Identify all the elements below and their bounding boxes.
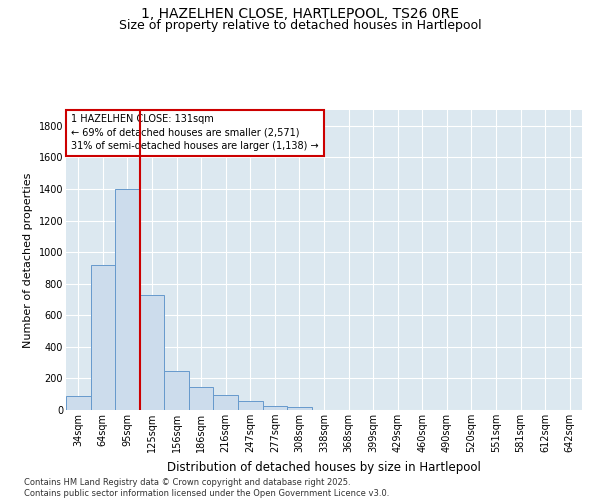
Text: 1 HAZELHEN CLOSE: 131sqm
← 69% of detached houses are smaller (2,571)
31% of sem: 1 HAZELHEN CLOSE: 131sqm ← 69% of detach… bbox=[71, 114, 319, 151]
Bar bbox=[140, 294, 164, 410]
Bar bbox=[263, 406, 287, 410]
Bar bbox=[115, 189, 140, 410]
Y-axis label: Number of detached properties: Number of detached properties bbox=[23, 172, 33, 348]
Bar bbox=[66, 396, 91, 410]
Text: 1, HAZELHEN CLOSE, HARTLEPOOL, TS26 0RE: 1, HAZELHEN CLOSE, HARTLEPOOL, TS26 0RE bbox=[141, 8, 459, 22]
Bar bbox=[214, 396, 238, 410]
X-axis label: Distribution of detached houses by size in Hartlepool: Distribution of detached houses by size … bbox=[167, 460, 481, 473]
Bar bbox=[164, 370, 189, 410]
Bar bbox=[189, 387, 214, 410]
Text: Size of property relative to detached houses in Hartlepool: Size of property relative to detached ho… bbox=[119, 19, 481, 32]
Text: Contains HM Land Registry data © Crown copyright and database right 2025.
Contai: Contains HM Land Registry data © Crown c… bbox=[24, 478, 389, 498]
Bar bbox=[238, 402, 263, 410]
Bar bbox=[91, 264, 115, 410]
Bar bbox=[287, 407, 312, 410]
